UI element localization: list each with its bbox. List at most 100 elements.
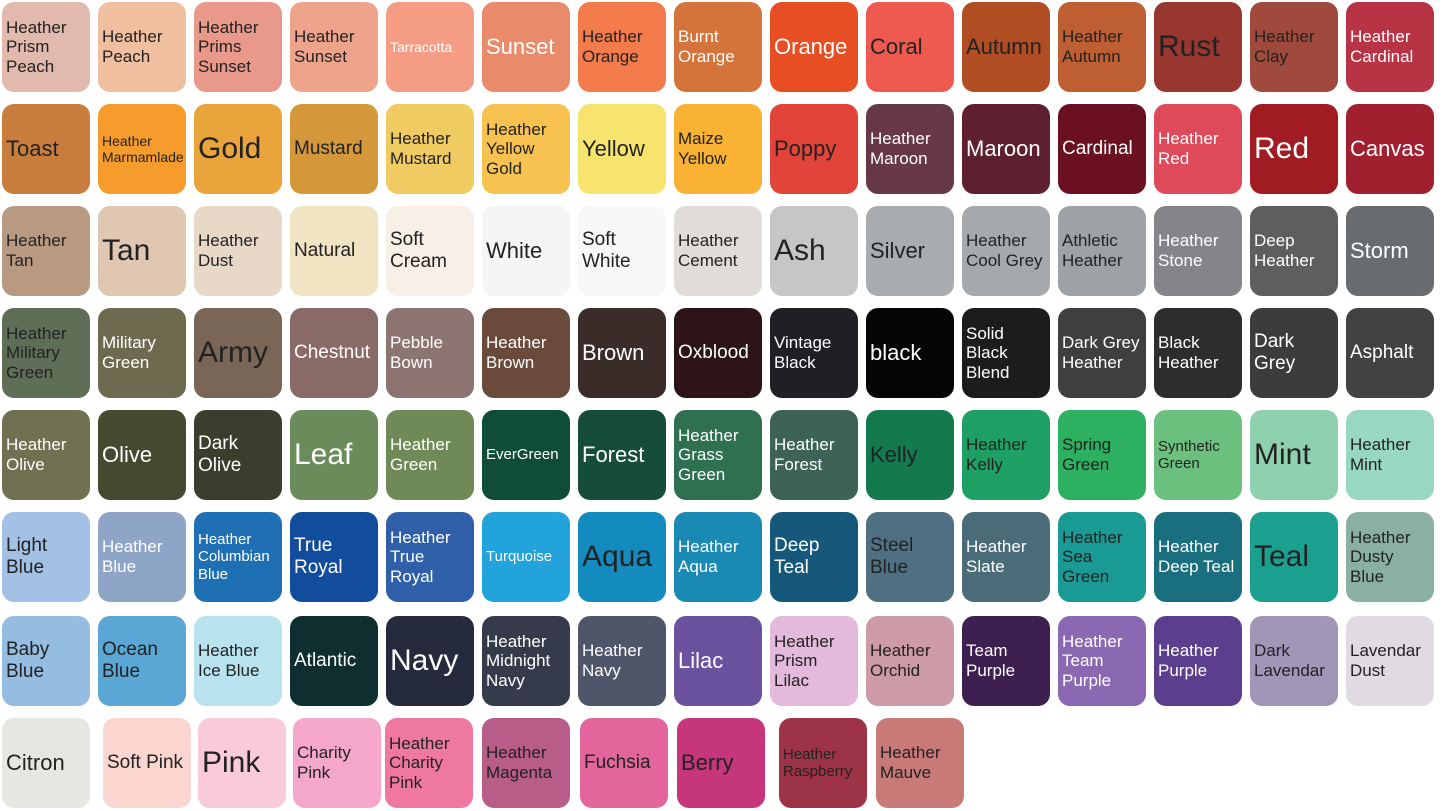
swatch-label: Deep Heather	[1254, 231, 1315, 270]
color-swatch: Autumn	[962, 2, 1050, 92]
color-swatch: Heather Clay	[1250, 2, 1338, 92]
swatch-label: Heather Autumn	[1062, 27, 1123, 66]
swatch-label: Steel Blue	[870, 535, 914, 578]
swatch-label: Heather Brown	[486, 333, 547, 372]
swatch-label: Silver	[870, 238, 926, 264]
swatch-label: Athletic Heather	[1062, 231, 1123, 270]
swatch-label: Heather Slate	[966, 537, 1027, 576]
swatch-label: Heather Mustard	[390, 129, 452, 168]
swatch-label: Vintage Black	[774, 333, 832, 372]
swatch-label: Spring Green	[1062, 435, 1112, 474]
color-swatch: Atlantic	[290, 616, 378, 706]
swatch-label: Heather Green	[390, 435, 451, 474]
color-swatch: Lilac	[674, 616, 762, 706]
color-swatch: EverGreen	[482, 410, 570, 500]
swatch-label: Heather Cool Grey	[966, 231, 1043, 270]
color-swatch: Tarracotta	[386, 2, 474, 92]
color-swatch: Synthetic Green	[1154, 410, 1242, 500]
color-swatch: Heather Prism Lilac	[770, 616, 858, 706]
color-swatch: Heather Maroon	[866, 104, 954, 194]
color-swatch: Heather Blue	[98, 512, 186, 602]
color-swatch: True Royal	[290, 512, 378, 602]
color-swatch: Heather Mustard	[386, 104, 474, 194]
swatch-label: Heather Magenta	[486, 743, 553, 782]
swatch-label: Military Green	[102, 333, 156, 372]
swatch-label: Heather Charity Pink	[389, 733, 450, 792]
color-swatch: Heather Mint	[1346, 410, 1434, 500]
color-swatch: Heather Sea Green	[1058, 512, 1146, 602]
swatch-label: Mint	[1254, 437, 1311, 471]
swatch-label: Sunset	[486, 34, 555, 60]
color-swatch: Heather Cement	[674, 206, 762, 296]
color-swatch: Berry	[677, 718, 765, 808]
color-swatch: Heather Dust	[194, 206, 282, 296]
color-swatch: Heather Sunset	[290, 2, 378, 92]
color-swatch: Heather Green	[386, 410, 474, 500]
swatch-label: Storm	[1350, 238, 1409, 264]
color-swatch: Pink	[198, 718, 286, 808]
color-swatch: Heather Slate	[962, 512, 1050, 602]
swatch-label: Heather Purple	[1158, 641, 1219, 680]
swatch-label: Heather Dust	[198, 231, 259, 270]
color-swatch: Ash	[770, 206, 858, 296]
color-swatch: Spring Green	[1058, 410, 1146, 500]
color-swatch: Kelly	[866, 410, 954, 500]
swatch-label: Heather Midnight Navy	[486, 631, 551, 690]
swatch-label: EverGreen	[486, 446, 559, 464]
color-swatch: Olive	[98, 410, 186, 500]
color-swatch: Heather Deep Teal	[1154, 512, 1242, 602]
swatch-label: Baby Blue	[6, 639, 50, 682]
swatch-label: Heather Clay	[1254, 27, 1315, 66]
color-swatch: Maize Yellow	[674, 104, 762, 194]
color-swatch: Storm	[1346, 206, 1434, 296]
color-swatch: Army	[194, 308, 282, 398]
swatch-label: Heather Ice Blue	[198, 641, 260, 680]
color-swatch: Tan	[98, 206, 186, 296]
color-swatch: Heather Peach	[98, 2, 186, 92]
swatch-label: Atlantic	[294, 650, 357, 672]
color-swatch: Rust	[1154, 2, 1242, 92]
swatch-label: Soft White	[582, 229, 631, 272]
swatch-label: Heather Grass Green	[678, 425, 739, 484]
color-swatch: Heather Brown	[482, 308, 570, 398]
swatch-label: Berry	[681, 750, 734, 776]
swatch-label: Light Blue	[6, 535, 48, 578]
swatch-label: Heather Orchid	[870, 641, 931, 680]
swatch-label: Dark Olive	[198, 433, 242, 476]
color-swatch: Ocean Blue	[98, 616, 186, 706]
color-swatch: Soft Pink	[103, 718, 191, 808]
color-swatch: Vintage Black	[770, 308, 858, 398]
swatch-label: Citron	[6, 750, 65, 776]
color-swatch: Natural	[290, 206, 378, 296]
color-swatch: Heather Red	[1154, 104, 1242, 194]
color-swatch: Charity Pink	[293, 718, 381, 808]
color-swatch: Heather Forest	[770, 410, 858, 500]
color-swatch: Gold	[194, 104, 282, 194]
color-swatch: Heather Raspberry	[779, 718, 867, 808]
swatch-label: Oxblood	[678, 342, 749, 364]
color-swatch: Mustard	[290, 104, 378, 194]
color-swatch: Dark Lavendar	[1250, 616, 1338, 706]
swatch-label: Lavendar Dust	[1350, 641, 1421, 680]
swatch-label: Heather Raspberry	[783, 745, 853, 780]
color-swatch: Oxblood	[674, 308, 762, 398]
color-swatch: Coral	[866, 2, 954, 92]
swatch-label: black	[870, 340, 922, 366]
color-swatch: Soft White	[578, 206, 666, 296]
swatch-label: Maroon	[966, 136, 1041, 162]
swatch-label: Charity Pink	[297, 743, 351, 782]
swatch-label: Heather Stone	[1158, 231, 1219, 270]
swatch-label: Leaf	[294, 437, 353, 471]
color-swatch: Poppy	[770, 104, 858, 194]
swatch-label: Dark Grey Heather	[1062, 333, 1140, 372]
color-swatch: Fuchsia	[580, 718, 668, 808]
color-swatch: Forest	[578, 410, 666, 500]
swatch-label: Natural	[294, 240, 356, 262]
color-swatch: Baby Blue	[2, 616, 90, 706]
color-swatch: Aqua	[578, 512, 666, 602]
swatch-label: Black Heather	[1158, 333, 1219, 372]
color-swatch: Solid Black Blend	[962, 308, 1050, 398]
swatch-label: Heather Dusty Blue	[1350, 527, 1411, 586]
swatch-label: Heather Navy	[582, 641, 643, 680]
color-swatch: Heather Navy	[578, 616, 666, 706]
